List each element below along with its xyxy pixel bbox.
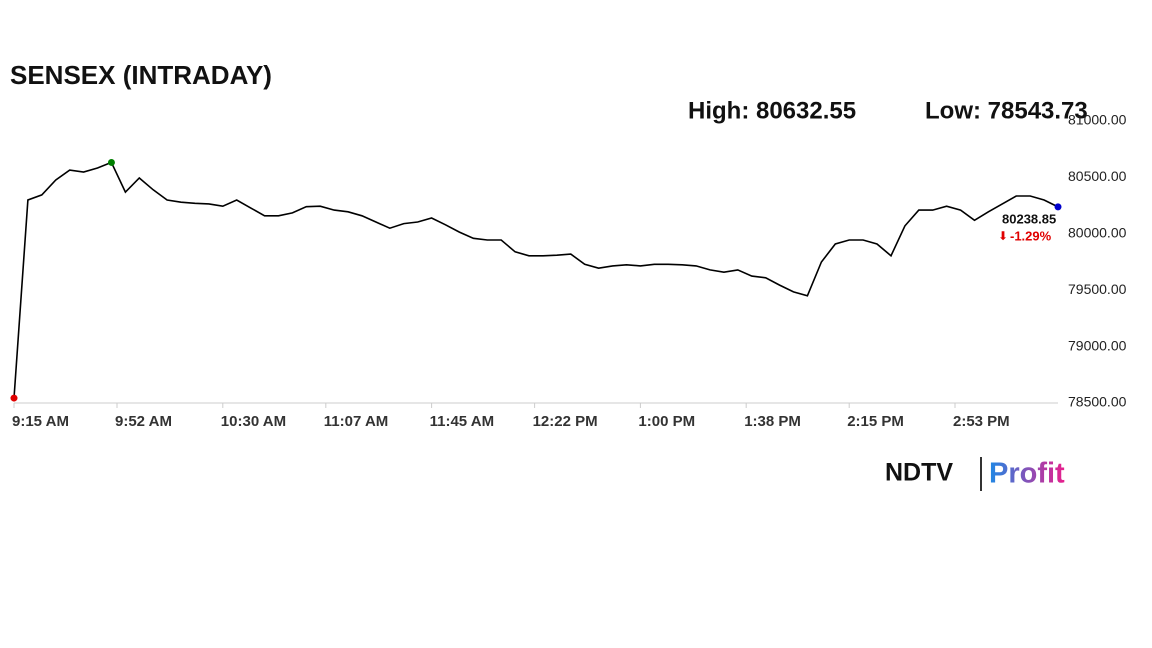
low-marker	[10, 394, 18, 402]
y-tick-label: 81000.00	[1068, 112, 1127, 128]
x-tick-label: 1:38 PM	[744, 413, 801, 430]
high-label: High: 80632.55	[688, 97, 856, 124]
x-tick-label: 11:45 AM	[430, 413, 494, 430]
price-line	[13, 161, 1059, 399]
change-arrow: ⬇	[998, 229, 1008, 243]
y-tick-label: 80500.00	[1068, 168, 1127, 184]
x-tick-label: 1:00 PM	[638, 413, 695, 430]
y-tick-label: 78500.00	[1068, 394, 1127, 410]
y-tick-label: 79000.00	[1068, 337, 1127, 353]
change-label: -1.29%	[1010, 228, 1052, 243]
x-tick-label: 12:22 PM	[533, 413, 598, 430]
y-tick-label: 80000.00	[1068, 225, 1127, 241]
last-value-label: 80238.85	[1002, 211, 1056, 226]
x-tick-label: 9:15 AM	[12, 413, 69, 430]
x-tick-label: 11:07 AM	[324, 413, 388, 430]
chart-title: SENSEX (INTRADAY)	[10, 60, 272, 90]
high-marker	[107, 158, 115, 166]
brand-sub: Profit	[989, 458, 1065, 490]
last-marker	[1054, 203, 1062, 211]
low-label: Low: 78543.73	[925, 97, 1088, 124]
x-tick-label: 2:15 PM	[847, 413, 904, 430]
x-tick-label: 10:30 AM	[221, 413, 286, 430]
x-tick-label: 9:52 AM	[115, 413, 172, 430]
brand: NDTV	[885, 459, 953, 487]
y-tick-label: 79500.00	[1068, 281, 1127, 297]
x-tick-label: 2:53 PM	[953, 413, 1010, 430]
